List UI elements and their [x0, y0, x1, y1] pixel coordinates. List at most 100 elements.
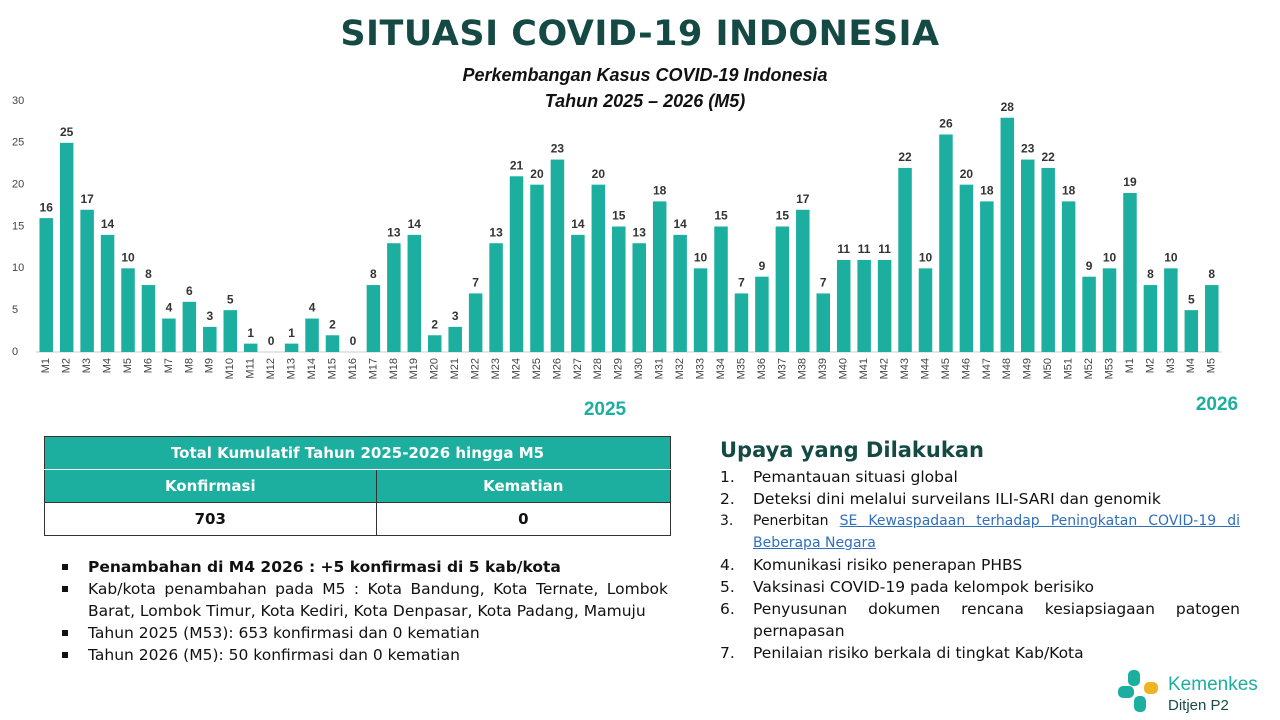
x-tick-label: M8 — [183, 358, 195, 373]
table-header: Konfirmasi — [44, 469, 377, 503]
bar — [203, 326, 217, 352]
value-label: 14 — [101, 217, 115, 231]
bar — [1102, 268, 1117, 352]
action-text-wrap: Komunikasi risiko penerapan PHBS — [753, 554, 1240, 576]
x-tick-label: M39 — [817, 358, 829, 379]
bar — [509, 176, 524, 352]
action-item: 7. Penilaian risiko berkala di tingkat Ka… — [720, 642, 1240, 664]
value-label: 3 — [206, 309, 213, 323]
action-text-wrap: Deteksi dini melalui surveilans ILI-SARI… — [753, 488, 1240, 510]
x-tick-label: M17 — [367, 358, 379, 379]
action-text: Penerbitan — [753, 513, 829, 529]
action-text-wrap: Penilaian risiko berkala di tingkat Kab/… — [753, 642, 1240, 664]
value-label: 23 — [1021, 142, 1035, 156]
value-label: 8 — [1208, 267, 1215, 281]
logo-graphic: Kemenkes Ditjen P2 — [1118, 670, 1258, 714]
bar — [284, 343, 299, 352]
value-label: 14 — [571, 217, 585, 231]
value-label: 6 — [186, 284, 193, 298]
value-label: 25 — [60, 125, 74, 139]
table-cell: 0 — [375, 502, 672, 536]
bar — [755, 276, 769, 352]
bar — [918, 268, 933, 352]
value-label: 13 — [633, 225, 647, 239]
value-label: 17 — [796, 192, 810, 206]
note-item: Tahun 2025 (M53): 653 konfirmasi dan 0 k… — [62, 622, 668, 644]
x-tick-label: M18 — [388, 358, 400, 379]
value-label: 20 — [530, 167, 544, 181]
bar — [100, 234, 115, 352]
x-tick-label: M2 — [1144, 358, 1156, 373]
bar — [366, 285, 381, 352]
y-tick-label: 15 — [12, 220, 24, 232]
bar — [1184, 310, 1199, 352]
action-item: 6. Penyusunan dokumen rencana kesiapsiaga… — [720, 598, 1240, 642]
x-tick-label: M35 — [735, 358, 747, 379]
action-number: 4. — [720, 556, 735, 574]
x-tick-label: M11 — [245, 358, 257, 379]
value-label: 4 — [309, 301, 316, 315]
action-link[interactable]: SE Kewaspadaan terhadap Peningkatan COVI… — [753, 513, 1240, 551]
bar — [796, 209, 810, 352]
note-item: Kab/kota penambahan pada M5 : Kota Bandu… — [62, 578, 668, 622]
x-tick-label: M40 — [838, 358, 850, 379]
bar — [857, 259, 871, 352]
y-tick-label: 25 — [12, 137, 24, 149]
value-label: 8 — [145, 267, 152, 281]
action-text-wrap: Vaksinasi COVID-19 pada kelompok berisik… — [753, 576, 1240, 598]
x-tick-label: M44 — [919, 358, 931, 379]
x-tick-label: M49 — [1022, 358, 1034, 379]
x-tick-label: M34 — [715, 358, 727, 379]
value-label: 15 — [612, 209, 626, 223]
action-text: Pemantauan situasi global — [753, 468, 958, 486]
x-tick-label: M42 — [879, 358, 891, 379]
value-label: 15 — [776, 209, 790, 223]
value-label: 26 — [939, 117, 953, 131]
note-item: Penambahan di M4 2026 : +5 konfirmasi di… — [62, 556, 668, 578]
value-label: 10 — [1164, 251, 1178, 265]
actions-list: 1. Pemantauan situasi global 2. Deteksi din… — [720, 466, 1240, 664]
bar — [571, 234, 585, 352]
value-label: 7 — [820, 276, 827, 290]
action-text-wrap: Penerbitan SE Kewaspadaan terhadap Penin… — [753, 510, 1240, 554]
value-label: 2 — [431, 317, 438, 331]
value-label: 11 — [858, 242, 871, 256]
x-tick-label: M45 — [940, 358, 952, 379]
action-number: 1. — [720, 468, 735, 486]
x-tick-label: M1 — [40, 358, 52, 373]
value-label: 5 — [1188, 292, 1195, 306]
bar — [1020, 159, 1035, 352]
bar — [734, 293, 749, 352]
bar — [877, 259, 892, 352]
bar — [141, 285, 156, 352]
x-tick-label: M14 — [306, 358, 318, 379]
bar — [898, 167, 912, 352]
x-tick-label: M24 — [510, 358, 522, 379]
x-tick-label: M48 — [1001, 358, 1013, 379]
y-tick-label: 10 — [12, 262, 24, 274]
value-label: 2 — [329, 317, 336, 331]
logo-sub: Ditjen P2 — [1168, 697, 1229, 714]
bar — [427, 335, 442, 352]
x-tick-label: M43 — [899, 358, 911, 379]
x-tick-label: M13 — [286, 358, 298, 379]
value-label: 8 — [1147, 267, 1154, 281]
bar — [448, 326, 462, 352]
logo-name: Kemenkes — [1168, 674, 1258, 695]
x-tick-label: M3 — [81, 358, 93, 373]
x-tick-label: M47 — [981, 358, 993, 379]
value-label: 21 — [510, 158, 524, 172]
x-tick-label: M28 — [592, 358, 604, 379]
bar — [80, 209, 94, 352]
logo: Kemenkes Ditjen P2 — [1116, 668, 1276, 716]
bar — [387, 243, 401, 352]
value-label: 14 — [408, 217, 422, 231]
chart: Perkembangan Kasus COVID-19 Indonesia Ta… — [12, 65, 1238, 420]
value-label: 22 — [1042, 150, 1056, 164]
x-tick-label: M2 — [61, 358, 73, 373]
action-text: Deteksi dini melalui surveilans ILI-SARI… — [753, 490, 1161, 508]
bar — [816, 293, 831, 352]
value-label: 17 — [80, 192, 94, 206]
x-tick-label: M30 — [633, 358, 645, 379]
year-label: 2025 — [584, 399, 627, 420]
